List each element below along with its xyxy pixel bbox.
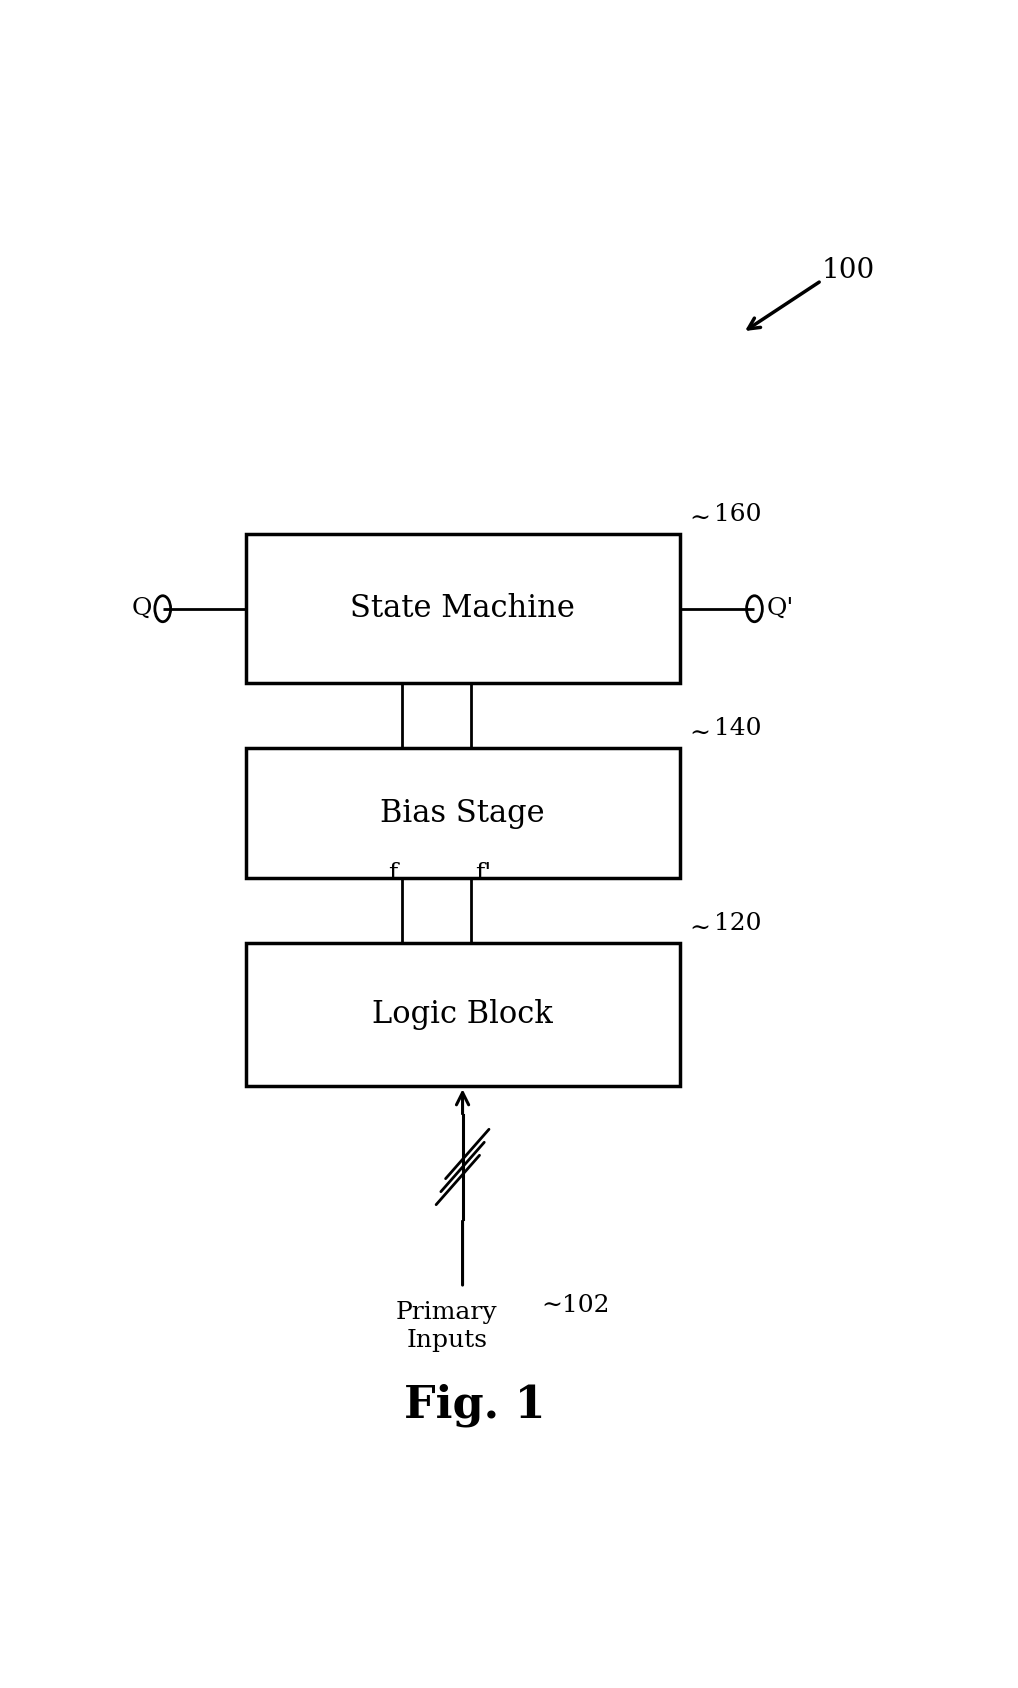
Bar xyxy=(245,748,680,878)
Text: Fig. 1: Fig. 1 xyxy=(404,1382,545,1426)
Text: Q: Q xyxy=(132,598,153,619)
Text: Logic Block: Logic Block xyxy=(373,999,553,1030)
Text: ∼: ∼ xyxy=(689,722,710,746)
Text: f': f' xyxy=(475,863,492,885)
Text: State Machine: State Machine xyxy=(350,592,575,625)
Bar xyxy=(245,533,680,684)
Text: ∼: ∼ xyxy=(689,508,710,532)
Text: 160: 160 xyxy=(715,503,761,525)
Text: ∼: ∼ xyxy=(689,918,710,940)
Bar xyxy=(245,944,680,1087)
Bar xyxy=(392,1116,533,1219)
Text: f: f xyxy=(389,863,398,885)
Text: Q': Q' xyxy=(767,598,794,619)
Text: Bias Stage: Bias Stage xyxy=(381,798,545,829)
Text: Primary
Inputs: Primary Inputs xyxy=(396,1301,498,1352)
Text: 100: 100 xyxy=(822,257,874,284)
Text: 140: 140 xyxy=(715,717,761,741)
Text: ∼102: ∼102 xyxy=(542,1295,610,1317)
Text: 120: 120 xyxy=(715,912,761,935)
